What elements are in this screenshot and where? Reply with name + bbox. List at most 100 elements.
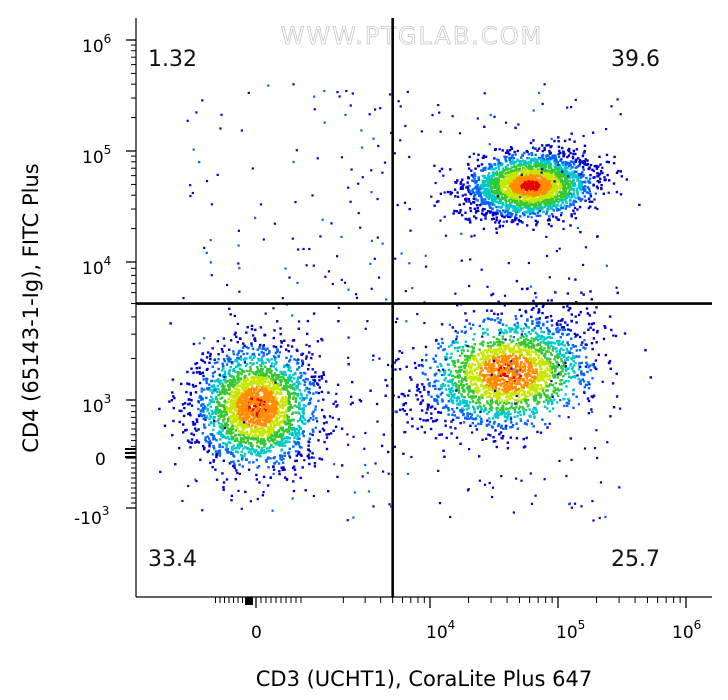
event-dot [504,367,507,370]
event-dot [537,324,540,327]
event-dot [486,400,489,403]
event-dot [484,406,487,410]
event-dot [561,328,564,332]
event-dot [508,194,512,197]
event-dot [557,342,560,345]
event-dot [437,387,440,391]
event-dot [514,170,518,173]
event-dot [433,360,436,363]
event-dot [427,403,431,407]
event-dot [524,164,527,168]
event-dot [527,358,531,361]
event-dot [516,331,519,334]
event-dot [534,153,537,157]
event-dot [556,161,560,164]
event-dot [547,200,551,203]
event-dot [549,314,553,318]
event-dot [567,375,571,378]
event-dot [520,351,523,355]
event-dot [570,187,573,191]
event-dot [572,369,575,373]
event-dot [520,386,524,389]
event-dot [509,184,512,188]
event-dot [565,347,569,351]
event-dot [595,367,598,371]
event-dot [510,166,513,169]
event-dot [564,393,567,396]
event-dot [557,155,561,159]
event-dot [544,203,548,206]
event-dot [212,459,216,462]
event-dot [543,360,546,364]
event-dot [529,415,532,418]
event-dot [496,374,500,378]
event-dot [480,417,483,421]
event-dot [494,391,498,395]
event-dot [514,168,517,171]
event-dot [532,199,535,203]
event-dot [623,332,627,335]
event-dot [537,343,540,346]
event-dot [533,381,537,384]
event-dot [575,349,578,352]
event-dot [507,191,510,194]
event-dot [452,383,455,387]
event-dot [493,352,497,356]
event-dot [524,181,527,184]
event-dot [490,293,493,297]
event-dot [502,351,505,354]
event-dot [483,167,486,170]
event-dot [559,204,562,207]
event-dot [557,198,560,201]
event-dot [542,200,545,203]
event-dot [487,185,490,188]
event-dot [522,192,525,196]
event-dot [502,367,506,370]
event-dot [495,170,498,173]
event-dot [548,368,551,372]
event-dot [581,171,584,174]
event-dot [487,410,491,413]
event-dot [529,386,532,389]
event-dot [495,400,498,403]
event-dot [478,348,481,351]
event-dot [519,160,523,163]
event-dot [542,363,545,366]
event-dot [490,179,493,183]
event-dot [563,183,566,186]
event-dot [489,367,492,370]
event-dot [491,417,495,420]
event-dot [514,351,518,354]
event-dot [480,196,483,200]
event-dot [506,193,509,196]
event-dot [504,419,507,423]
event-dot [462,408,465,412]
event-dot [560,365,563,368]
event-dot [501,356,505,359]
event-dot [584,158,587,161]
event-dot [516,362,519,365]
event-dot [572,406,575,409]
event-dot [571,343,575,347]
event-dot [535,206,538,209]
event-dot [537,173,540,176]
event-dot [456,341,459,344]
event-dot [453,365,457,368]
event-dot [446,363,450,366]
event-dot [468,412,472,416]
event-dot [496,390,499,393]
event-dot [461,410,464,413]
event-dot [620,175,623,178]
event-dot [207,437,211,440]
event-dot [497,356,501,359]
event-dot [521,188,525,192]
event-dot [539,370,542,373]
event-dot [529,164,532,168]
event-dot [511,219,514,222]
event-dot [546,185,550,188]
event-dot [546,316,549,319]
event-dot [501,323,505,326]
event-dot [230,460,233,464]
event-dot [510,214,513,217]
event-dot [555,165,558,168]
